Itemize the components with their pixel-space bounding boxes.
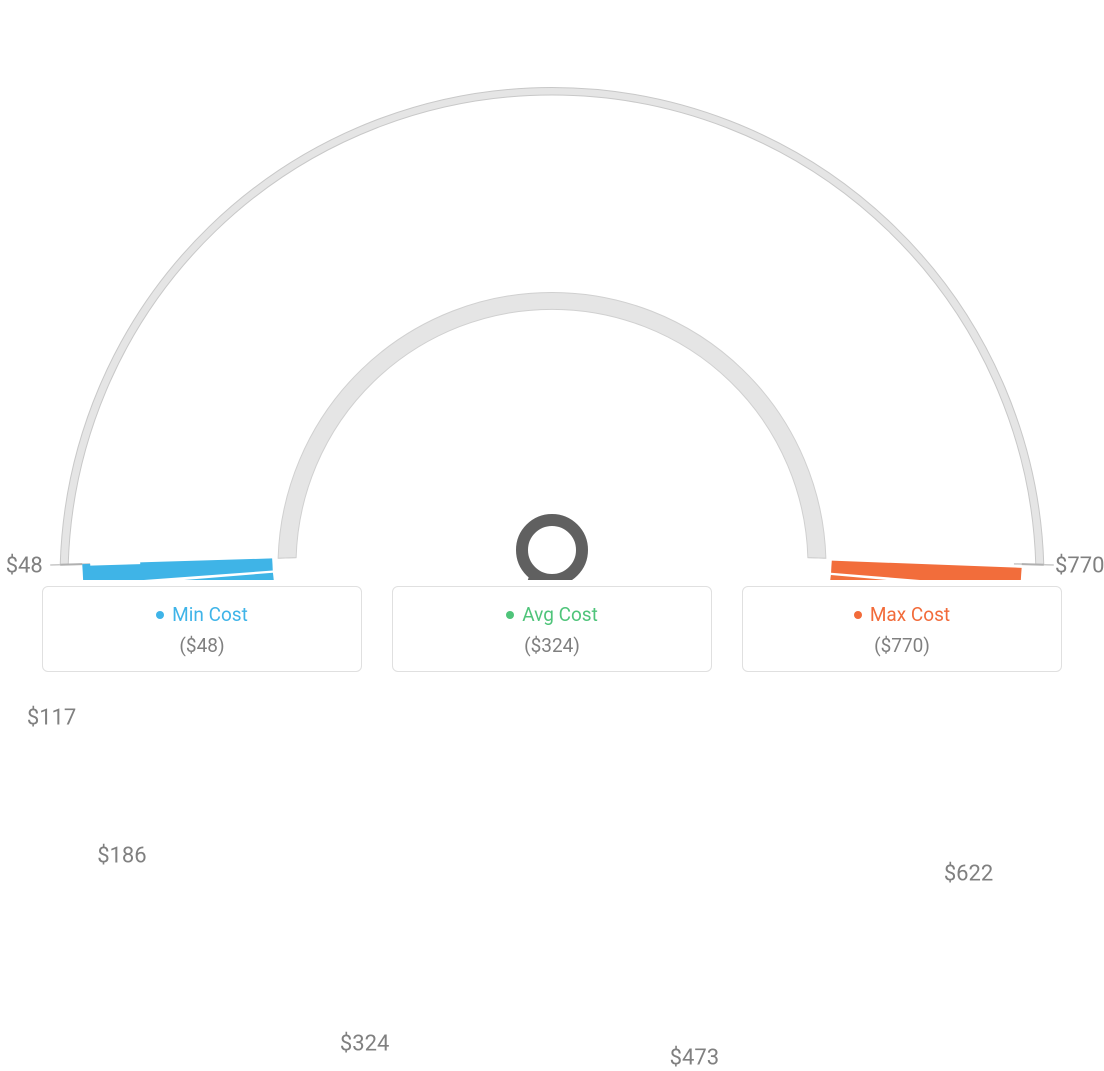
legend-title-max: Max Cost	[854, 603, 950, 626]
legend-row: Min Cost ($48) Avg Cost ($324) Max Cost …	[0, 586, 1104, 672]
legend-label-max: Max Cost	[870, 603, 950, 626]
legend-label-min: Min Cost	[172, 603, 248, 626]
legend-dot-avg	[506, 611, 514, 619]
legend-label-avg: Avg Cost	[522, 603, 598, 626]
legend-card-max: Max Cost ($770)	[742, 586, 1062, 672]
gauge-scale-label: $186	[97, 844, 146, 869]
gauge-scale-label: $770	[1055, 553, 1104, 578]
gauge-scale-label: $622	[944, 862, 993, 887]
cost-gauge: $48$117$186$324$473$622$770	[22, 20, 1082, 580]
legend-value-avg: ($324)	[403, 634, 701, 657]
legend-title-avg: Avg Cost	[506, 603, 598, 626]
legend-dot-max	[854, 611, 862, 619]
gauge-scale-label: $324	[340, 1031, 389, 1056]
gauge-scale-label: $117	[27, 706, 76, 731]
legend-title-min: Min Cost	[156, 603, 248, 626]
legend-card-min: Min Cost ($48)	[42, 586, 362, 672]
legend-value-min: ($48)	[53, 634, 351, 657]
legend-card-avg: Avg Cost ($324)	[392, 586, 712, 672]
gauge-svg	[22, 20, 1082, 580]
gauge-scale-label: $473	[670, 1046, 719, 1071]
legend-value-max: ($770)	[753, 634, 1051, 657]
gauge-scale-label: $48	[6, 553, 43, 578]
legend-dot-min	[156, 611, 164, 619]
